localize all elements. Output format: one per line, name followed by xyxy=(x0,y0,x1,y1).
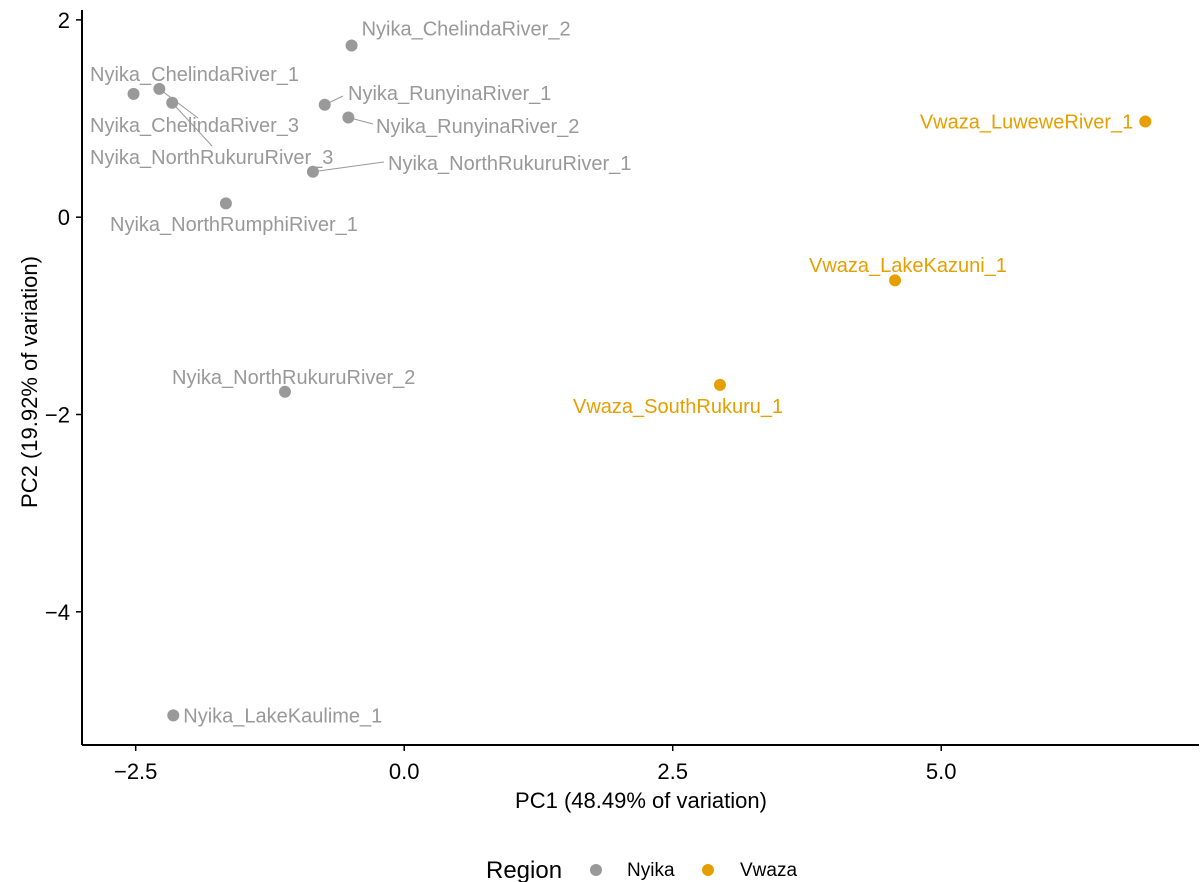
y-axis-title: PC2 (19.92% of variation) xyxy=(17,256,42,508)
data-point-vwaza xyxy=(713,378,726,391)
x-tick-label: 0.0 xyxy=(389,759,420,784)
data-point-vwaza xyxy=(1139,115,1152,128)
legend: Region Nyika Vwaza xyxy=(486,857,797,882)
data-point-vwaza xyxy=(889,274,902,287)
leader-line xyxy=(159,88,199,119)
data-point-nyika xyxy=(219,197,232,210)
y-tick-label: 2 xyxy=(58,8,70,33)
point-label-nyika: Nyika_ChelindaRiver_1 xyxy=(90,64,299,86)
data-point-nyika xyxy=(306,165,319,178)
x-axis-title: PC1 (48.49% of variation) xyxy=(515,788,767,813)
legend-label-nyika: Nyika xyxy=(627,860,675,881)
leader-line xyxy=(312,161,385,173)
point-label-nyika: Nyika_RunyinaRiver_1 xyxy=(348,83,551,105)
data-point-nyika xyxy=(166,96,179,109)
y-tick-label: −4 xyxy=(45,600,70,625)
point-label-vwaza: Vwaza_LuweweRiver_1 xyxy=(920,111,1133,133)
point-label-nyika: Nyika_NorthRukuruRiver_3 xyxy=(90,147,333,169)
data-point-nyika xyxy=(278,385,291,398)
data-point-nyika xyxy=(127,87,140,100)
legend-marker-nyika xyxy=(590,864,602,876)
leader-line xyxy=(171,102,213,147)
x-tick-label: 2.5 xyxy=(657,759,688,784)
point-label-nyika: Nyika_LakeKaulime_1 xyxy=(183,705,382,727)
x-tick-label: 5.0 xyxy=(926,759,957,784)
point-label-nyika: Nyika_NorthRukuruRiver_2 xyxy=(172,367,415,389)
x-tick-label: −2.5 xyxy=(114,759,157,784)
legend-title: Region xyxy=(486,857,562,882)
y-tick-label: −2 xyxy=(45,402,70,427)
point-label-nyika: Nyika_ChelindaRiver_2 xyxy=(362,19,571,41)
data-point-nyika xyxy=(345,39,358,52)
data-point-nyika xyxy=(342,111,355,124)
legend-label-vwaza: Vwaza xyxy=(740,860,797,881)
point-label-nyika: Nyika_ChelindaRiver_3 xyxy=(90,115,299,137)
data-point-nyika xyxy=(153,82,166,95)
point-label-nyika: Nyika_NorthRumphiRiver_1 xyxy=(110,214,358,236)
point-label-vwaza: Vwaza_SouthRukuru_1 xyxy=(573,396,783,418)
point-label-nyika: Nyika_RunyinaRiver_2 xyxy=(376,116,579,138)
point-label-vwaza: Vwaza_LakeKazuni_1 xyxy=(809,255,1007,277)
legend-marker-vwaza xyxy=(702,864,714,876)
point-label-nyika: Nyika_NorthRukuruRiver_1 xyxy=(388,153,631,175)
plot-area: −2.5 0.0 2.5 5.0 −4 −2 0 2 Nyika_ChelindaRiver_2… xyxy=(45,8,1199,784)
y-tick-label: 0 xyxy=(58,205,70,230)
data-point-nyika xyxy=(167,709,180,722)
data-point-nyika xyxy=(318,98,331,111)
